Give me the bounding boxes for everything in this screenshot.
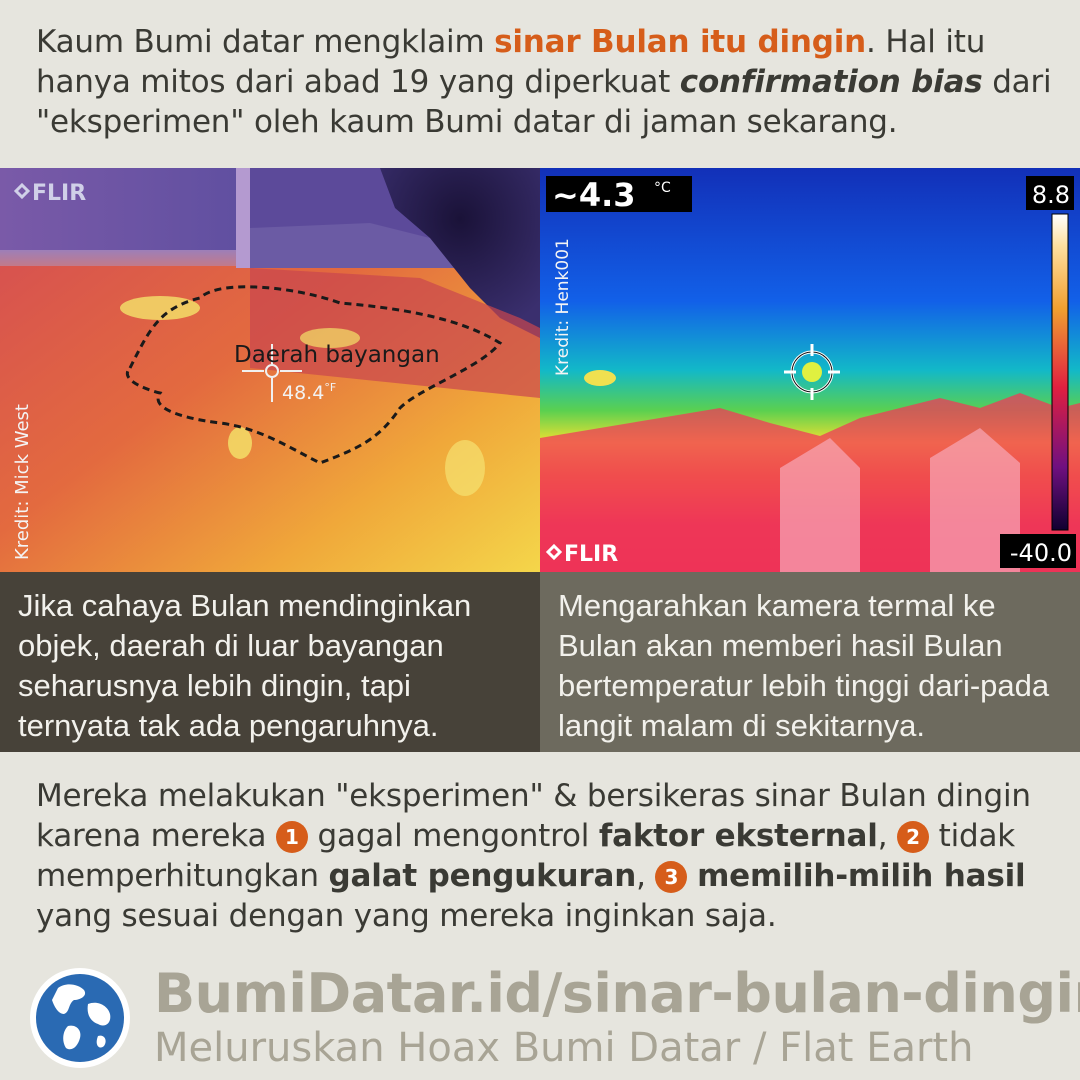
left-temperature-readout: 48.4°F — [282, 381, 336, 404]
flir-logo: FLIR — [545, 542, 618, 567]
key-term-3: memilih-milih hasil — [697, 858, 1026, 894]
thermal-image-shadow: Daerah bayangan 48.4°F FLIR Kredit: Mick… — [0, 168, 540, 572]
conclusion-part — [687, 858, 697, 894]
intro-emphasis: confirmation bias — [679, 64, 983, 100]
intro-part: dari "eksperimen" oleh kaum Bumi datar d… — [36, 64, 1052, 140]
conclusion-part: , — [636, 858, 656, 894]
conclusion-part: tidak memperhitungkan — [36, 818, 1016, 894]
crosshair-icon — [242, 344, 302, 402]
image-credit: Kredit: Henk001 — [553, 238, 573, 376]
temperature-scale-bar — [1051, 213, 1069, 531]
key-term-2: galat pengukuran — [328, 858, 637, 894]
key-term-1: faktor eksternal — [598, 818, 878, 854]
moon-target-icon — [784, 344, 840, 400]
svg-text:FLIR: FLIR — [564, 542, 618, 567]
intro-highlight: sinar Bulan itu dingin — [494, 24, 867, 60]
conclusion-part: gagal mengontrol — [307, 818, 599, 854]
conclusion-part: Mereka melakukan "eksperimen" & bersiker… — [36, 778, 1031, 854]
intro-part: . Hal itu hanya mitos dari abad 19 yang … — [36, 24, 986, 100]
right-caption: Mengarahkan kamera termal ke Bulan akan … — [540, 572, 1080, 752]
number-badge-3: 3 — [655, 861, 688, 893]
conclusion-part: , — [877, 818, 898, 854]
right-temperature-unit: °C — [654, 180, 671, 196]
image-credit: Kredit: Mick West — [12, 404, 33, 560]
tagline: Meluruskan Hoax Bumi Datar / Flat Earth — [154, 1025, 974, 1071]
thermal-image-right-graphic: ~4.3 °C 8.8 -40.0 FLIR Kredit: Henk001 — [540, 168, 1080, 572]
intro-part: Kaum Bumi datar mengklaim — [36, 24, 495, 60]
number-badge-1: 1 — [275, 821, 308, 853]
scale-max-label: 8.8 — [1032, 181, 1070, 209]
intro-text: Kaum Bumi datar mengklaim sinar Bulan it… — [36, 22, 1056, 142]
website-url[interactable]: BumiDatar.id/sinar-bulan-dingin — [154, 962, 1080, 1025]
conclusion-part: yang sesuai dengan yang mereka inginkan … — [36, 898, 777, 934]
left-caption: Jika cahaya Bulan mendinginkan objek, da… — [0, 572, 540, 752]
right-temperature-readout: ~4.3 — [552, 176, 636, 214]
scale-min-label: -40.0 — [1010, 539, 1072, 567]
number-badge-2: 2 — [897, 821, 930, 853]
shadow-area-label: Daerah bayangan — [234, 342, 440, 368]
svg-text:FLIR: FLIR — [32, 181, 86, 206]
conclusion-text: Mereka melakukan "eksperimen" & bersiker… — [36, 776, 1056, 936]
globe-icon — [28, 966, 132, 1070]
flir-logo: FLIR — [13, 181, 86, 206]
thermal-image-moon: ~4.3 °C 8.8 -40.0 FLIR Kredit: Henk001 — [540, 168, 1080, 572]
thermal-image-left-graphic: Daerah bayangan 48.4°F FLIR Kredit: Mick… — [0, 168, 540, 572]
